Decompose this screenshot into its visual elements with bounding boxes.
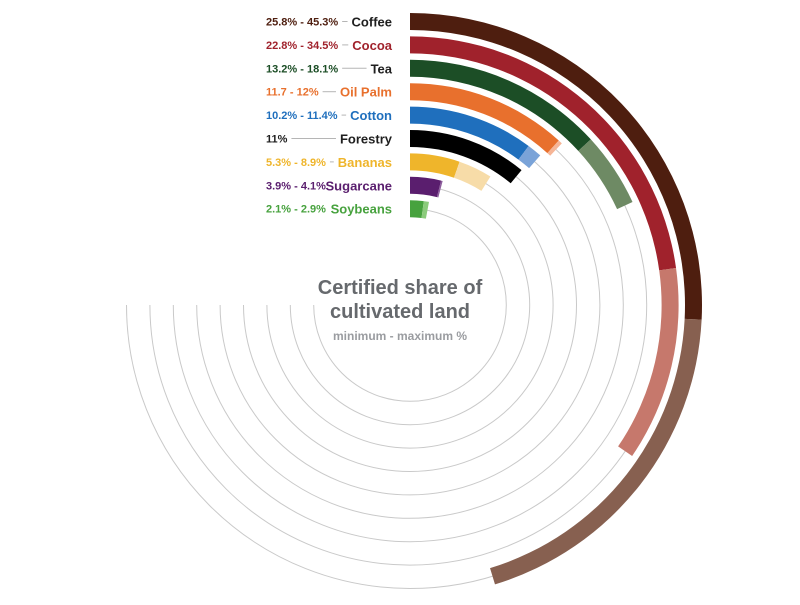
bar-range-soybeans bbox=[421, 201, 429, 219]
series-labels: 25.8% - 45.3% Coffee 22.8% - 34.5% Cocoa 13.… bbox=[266, 15, 393, 217]
series-name-forestry: Forestry bbox=[340, 132, 393, 147]
bar-min-cotton bbox=[410, 106, 529, 160]
range-label-bananas: 5.3% - 8.9% bbox=[266, 157, 326, 169]
series-name-sugarcane: Sugarcane bbox=[326, 178, 392, 193]
series-name-tea: Tea bbox=[371, 61, 393, 76]
track-ring-forestry bbox=[243, 138, 577, 472]
bar-range-oil-palm bbox=[547, 140, 562, 156]
bar-range-tea bbox=[578, 139, 633, 210]
bar-min-tea bbox=[410, 59, 591, 151]
series-name-coffee: Coffee bbox=[352, 15, 392, 30]
series-name-oil-palm: Oil Palm bbox=[340, 85, 392, 100]
range-label-coffee: 25.8% - 45.3% bbox=[266, 17, 338, 29]
chart-title-line2: cultivated land bbox=[330, 301, 470, 323]
series-name-bananas: Bananas bbox=[338, 155, 392, 170]
data-bars bbox=[410, 13, 702, 585]
bar-min-forestry bbox=[410, 130, 522, 184]
track-ring-soybeans bbox=[313, 208, 507, 402]
series-name-cotton: Cotton bbox=[350, 108, 392, 123]
series-name-soybeans: Soybeans bbox=[331, 202, 392, 217]
range-label-tea: 13.2% - 18.1% bbox=[266, 63, 338, 75]
bar-min-soybeans bbox=[410, 200, 424, 218]
bar-range-sugarcane bbox=[436, 180, 443, 198]
bar-range-bananas bbox=[453, 161, 491, 191]
range-label-oil-palm: 11.7 - 12% bbox=[266, 87, 319, 99]
range-label-cotton: 10.2% - 11.4% bbox=[266, 110, 338, 122]
bar-min-oil-palm bbox=[410, 83, 559, 154]
bar-range-coffee bbox=[490, 318, 702, 585]
bar-min-sugarcane bbox=[410, 176, 442, 198]
track-ring-bananas bbox=[266, 161, 554, 449]
track-ring-cotton bbox=[219, 114, 601, 496]
range-label-soybeans: 2.1% - 2.9% bbox=[266, 204, 326, 216]
chart-title-line1: Certified share of bbox=[318, 277, 483, 299]
range-label-cocoa: 22.8% - 34.5% bbox=[266, 40, 338, 52]
bar-range-cotton bbox=[518, 145, 541, 169]
range-label-forestry: 11% bbox=[266, 134, 288, 146]
range-label-sugarcane: 3.9% - 4.1% bbox=[266, 180, 326, 192]
track-ring-sugarcane bbox=[289, 184, 531, 426]
bar-min-bananas bbox=[410, 153, 460, 178]
bar-range-cocoa bbox=[618, 267, 679, 456]
series-name-cocoa: Cocoa bbox=[352, 38, 393, 53]
center-text: Certified share of cultivated land minim… bbox=[318, 277, 483, 343]
chart-subtitle: minimum - maximum % bbox=[333, 329, 467, 343]
bar-min-cocoa bbox=[410, 36, 677, 271]
